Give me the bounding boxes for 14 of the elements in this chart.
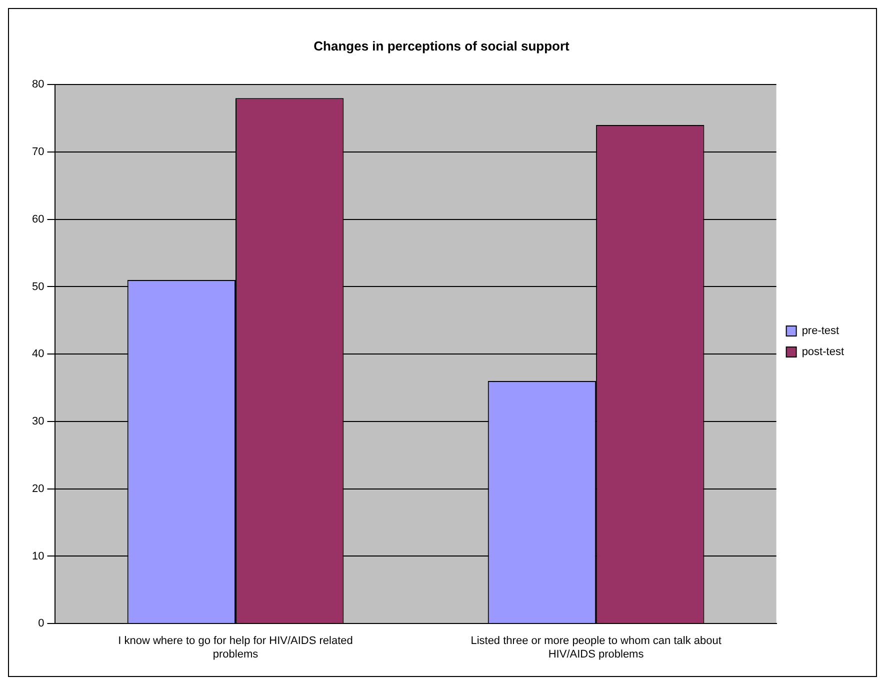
y-tick-label: 60 bbox=[32, 213, 44, 226]
y-tick-label: 50 bbox=[32, 280, 44, 293]
y-tick-label: 80 bbox=[32, 78, 44, 91]
legend-label: post-test bbox=[802, 346, 844, 358]
chart-title: Changes in perceptions of social support bbox=[314, 38, 570, 54]
y-tick-label: 10 bbox=[32, 550, 44, 562]
y-tick-label: 30 bbox=[32, 416, 44, 428]
x-tick-label: Listed three or more people to whom can talk about HIV/AIDS problems bbox=[470, 635, 722, 660]
legend-label: pre-test bbox=[802, 325, 840, 338]
x-tick-label: I know where to go for help for HIV/AIDS related problems bbox=[118, 635, 353, 660]
y-tick-label: 0 bbox=[38, 618, 44, 630]
y-tick-label: 70 bbox=[32, 146, 44, 158]
y-tick-label: 20 bbox=[32, 482, 44, 495]
y-tick-label: 40 bbox=[32, 348, 44, 360]
